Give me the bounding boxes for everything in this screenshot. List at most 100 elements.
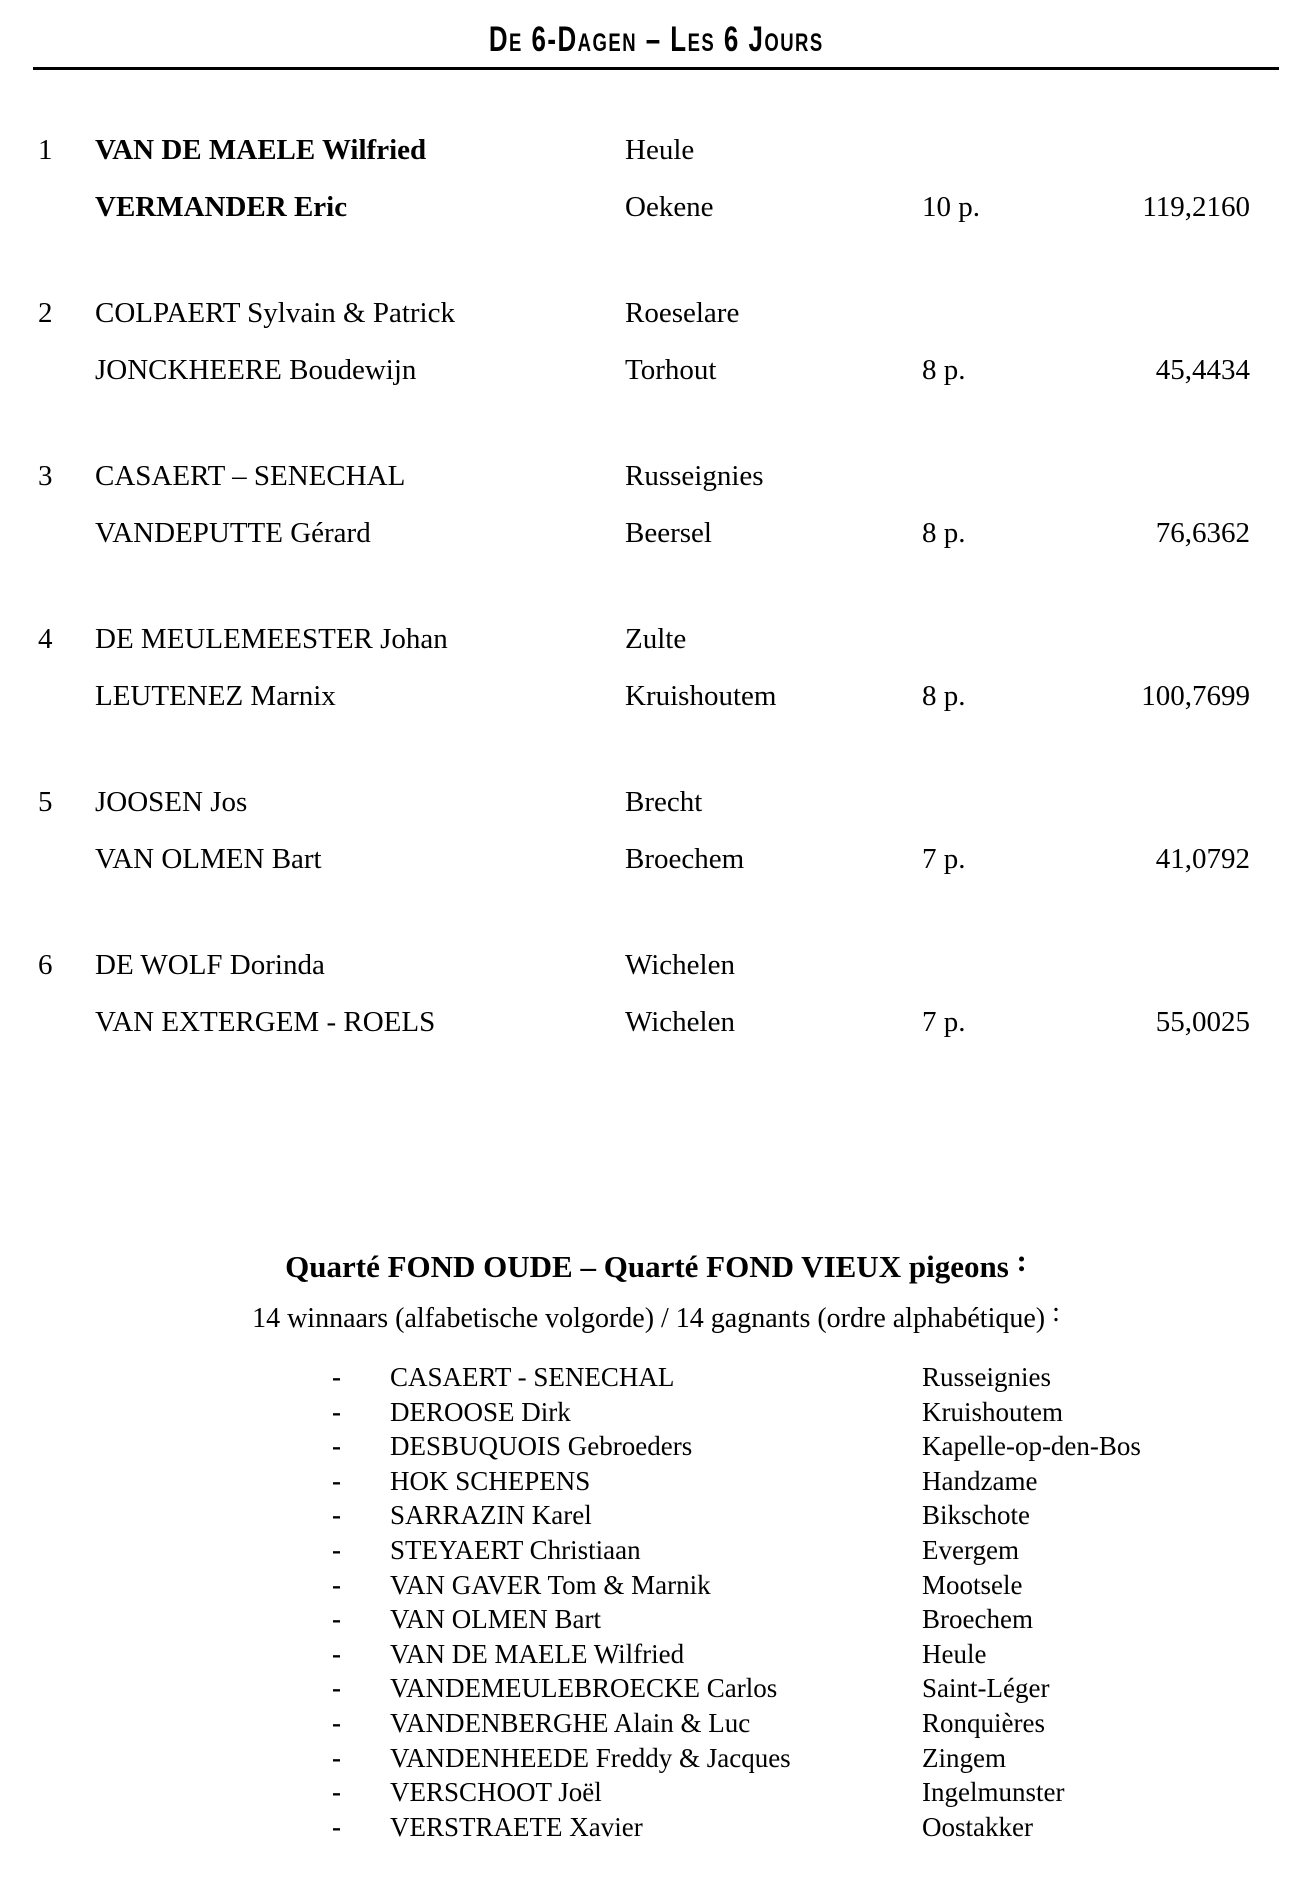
winner-name: STEYAERT Christiaan bbox=[390, 1534, 641, 1565]
points-value: 7 p. bbox=[922, 843, 966, 875]
ranking-row-5-line-2: VAN OLMEN Bart Broechem 7 p. 41,0792 bbox=[0, 843, 1312, 881]
quarte-subheading-colon: : bbox=[1052, 1297, 1060, 1328]
rank-number: 5 bbox=[38, 786, 53, 818]
fancier-city: Torhout bbox=[625, 354, 717, 386]
quarte-section-subheading: 14 winnaars (alfabetische volgorde) / 14… bbox=[0, 1297, 1312, 1335]
winner-city: Kapelle-op-den-Bos bbox=[922, 1431, 1141, 1462]
ranking-row-1-line-2: VERMANDER Eric Oekene 10 p. 119,2160 bbox=[0, 191, 1312, 229]
winner-name: VANDENHEEDE Freddy & Jacques bbox=[390, 1742, 791, 1773]
fancier-city: Broechem bbox=[625, 843, 745, 875]
winner-name: VANDEMEULEBROECKE Carlos bbox=[390, 1673, 778, 1704]
rank-number: 3 bbox=[38, 460, 53, 492]
winner-city: Mootsele bbox=[922, 1569, 1023, 1600]
page-title: De 6-Dagen – Les 6 Jours bbox=[488, 20, 824, 59]
winner-name: VERSCHOOT Joël bbox=[390, 1777, 602, 1808]
ranking-row-5-line-1: 5 JOOSEN Jos Brecht bbox=[0, 786, 1312, 824]
points-value: 8 p. bbox=[922, 680, 966, 712]
bullet-dash: - bbox=[332, 1362, 341, 1392]
score-value: 41,0792 bbox=[1155, 843, 1250, 875]
ranking-row-2-line-1: 2 COLPAERT Sylvain & Patrick Roeselare bbox=[0, 297, 1312, 335]
rank-number: 6 bbox=[38, 949, 53, 981]
fancier-name: VANDEPUTTE Gérard bbox=[95, 517, 371, 549]
bullet-dash: - bbox=[332, 1500, 341, 1531]
ranking-row-4-line-1: 4 DE MEULEMEESTER Johan Zulte bbox=[0, 623, 1312, 661]
fancier-name: VAN OLMEN Bart bbox=[95, 843, 322, 875]
winner-city: Russeignies bbox=[922, 1362, 1052, 1392]
winner-name: VAN GAVER Tom & Marnik bbox=[390, 1569, 711, 1600]
fancier-name: VAN EXTERGEM - ROELS bbox=[95, 1006, 436, 1038]
winner-name: HOK SCHEPENS bbox=[390, 1465, 591, 1496]
winner-name: CASAERT - SENECHAL bbox=[390, 1362, 675, 1392]
fancier-city: Wichelen bbox=[625, 949, 735, 981]
score-value: 45,4434 bbox=[1155, 354, 1250, 386]
fancier-name: CASAERT – SENECHAL bbox=[95, 460, 406, 492]
fancier-city: Heule bbox=[625, 134, 695, 166]
winner-city: Evergem bbox=[922, 1534, 1019, 1565]
bullet-dash: - bbox=[332, 1638, 341, 1669]
winner-city: Ingelmunster bbox=[922, 1777, 1065, 1808]
fancier-name: JONCKHEERE Boudewijn bbox=[95, 354, 417, 386]
bullet-dash: - bbox=[332, 1465, 341, 1496]
score-value: 55,0025 bbox=[1155, 1006, 1250, 1038]
bullet-dash: - bbox=[332, 1673, 341, 1704]
fancier-name: LEUTENEZ Marnix bbox=[95, 680, 336, 712]
bullet-dash: - bbox=[332, 1811, 341, 1842]
bullet-dash: - bbox=[332, 1707, 341, 1738]
fancier-city: Zulte bbox=[625, 623, 687, 655]
bullet-dash: - bbox=[332, 1742, 341, 1773]
fancier-name: JOOSEN Jos bbox=[95, 786, 248, 818]
quarte-heading-colon: : bbox=[1016, 1243, 1027, 1278]
quarte-section-heading: Quarté FOND OUDE – Quarté FOND VIEUX pig… bbox=[0, 1243, 1312, 1285]
ranking-row-3-line-1: 3 CASAERT – SENECHAL Russeignies bbox=[0, 460, 1312, 498]
points-value: 10 p. bbox=[922, 191, 980, 223]
bullet-dash: - bbox=[332, 1569, 341, 1600]
points-value: 8 p. bbox=[922, 517, 966, 549]
fancier-city: Beersel bbox=[625, 517, 712, 549]
points-value: 7 p. bbox=[922, 1006, 966, 1038]
score-value: 100,7699 bbox=[1141, 680, 1250, 712]
rank-number: 4 bbox=[38, 623, 53, 655]
rank-number: 1 bbox=[38, 134, 53, 166]
winner-city: Kruishoutem bbox=[922, 1396, 1063, 1427]
page-header: De 6-Dagen – Les 6 Jours bbox=[0, 20, 1312, 60]
ranking-row-6-line-1: 6 DE WOLF Dorinda Wichelen bbox=[0, 949, 1312, 987]
ranking-row-3-line-2: VANDEPUTTE Gérard Beersel 8 p. 76,6362 bbox=[0, 517, 1312, 555]
score-value: 76,6362 bbox=[1155, 517, 1250, 549]
score-value: 119,2160 bbox=[1142, 191, 1250, 223]
fancier-name: COLPAERT Sylvain & Patrick bbox=[95, 297, 455, 329]
winner-name: DESBUQUOIS Gebroeders bbox=[390, 1431, 693, 1462]
fancier-city: Wichelen bbox=[625, 1006, 735, 1038]
quarte-subheading-text: 14 winnaars (alfabetische volgorde) / 14… bbox=[252, 1303, 1046, 1334]
winner-city: Heule bbox=[922, 1638, 987, 1669]
points-value: 8 p. bbox=[922, 354, 966, 386]
fancier-city: Russeignies bbox=[625, 460, 764, 492]
winner-city: Broechem bbox=[922, 1604, 1033, 1635]
fancier-name: VERMANDER Eric bbox=[95, 191, 348, 223]
bullet-dash: - bbox=[332, 1431, 341, 1462]
bullet-dash: - bbox=[332, 1534, 341, 1565]
winner-name: VAN DE MAELE Wilfried bbox=[390, 1638, 685, 1669]
winner-name: DEROOSE Dirk bbox=[390, 1396, 571, 1427]
ranking-row-1-line-1: 1 VAN DE MAELE Wilfried Heule bbox=[0, 134, 1312, 172]
winner-name: SARRAZIN Karel bbox=[390, 1500, 592, 1531]
bullet-dash: - bbox=[332, 1396, 341, 1427]
bullet-dash: - bbox=[332, 1777, 341, 1808]
quarte-heading-text: Quarté FOND OUDE – Quarté FOND VIEUX pig… bbox=[285, 1249, 1009, 1284]
fancier-name: DE MEULEMEESTER Johan bbox=[95, 623, 448, 655]
fancier-city: Brecht bbox=[625, 786, 703, 818]
winner-name: VERSTRAETE Xavier bbox=[390, 1811, 643, 1842]
winner-city: Oostakker bbox=[922, 1811, 1033, 1842]
ranking-row-2-line-2: JONCKHEERE Boudewijn Torhout 8 p. 45,443… bbox=[0, 354, 1312, 392]
winner-name: VANDENBERGHE Alain & Luc bbox=[390, 1707, 751, 1738]
winner-city: Zingem bbox=[922, 1742, 1006, 1773]
ranking-row-4-line-2: LEUTENEZ Marnix Kruishoutem 8 p. 100,769… bbox=[0, 680, 1312, 718]
winner-city: Saint-Léger bbox=[922, 1673, 1050, 1704]
ranking-row-6-line-2: VAN EXTERGEM - ROELS Wichelen 7 p. 55,00… bbox=[0, 1006, 1312, 1044]
fancier-city: Oekene bbox=[625, 191, 714, 223]
fancier-city: Kruishoutem bbox=[625, 680, 777, 712]
winner-city: Ronquières bbox=[922, 1707, 1045, 1738]
fancier-name: VAN DE MAELE Wilfried bbox=[95, 134, 427, 166]
winner-city: Bikschote bbox=[922, 1500, 1030, 1531]
rank-number: 2 bbox=[38, 297, 53, 329]
